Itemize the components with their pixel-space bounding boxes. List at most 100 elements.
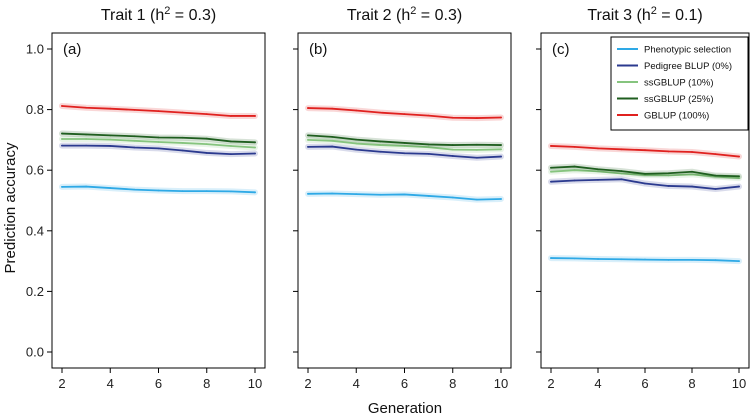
- y-axis-label: Prediction accuracy: [2, 142, 19, 273]
- series-point-3: [451, 148, 454, 151]
- legend-label: Phenotypic selection: [644, 45, 731, 56]
- series-point-3: [355, 142, 358, 145]
- panel-title-main: Trait 1 (h: [101, 7, 164, 24]
- series-point-2: [181, 149, 184, 152]
- panel-title: Trait 2 (h2 = 0.3): [347, 5, 462, 24]
- series-point-4: [331, 135, 334, 138]
- series-point-1: [597, 258, 599, 260]
- series-point-3: [379, 144, 382, 146]
- series-point-3: [157, 141, 160, 143]
- panel-title-tail: = 0.3): [416, 7, 462, 24]
- series-point-3: [597, 170, 599, 173]
- series-point-5: [667, 150, 670, 153]
- series-point-4: [550, 166, 552, 169]
- series-point-1: [738, 260, 740, 262]
- series-point-2: [451, 155, 454, 157]
- series-point-1: [550, 257, 552, 259]
- x-tick-label: 2: [547, 376, 554, 391]
- series-point-1: [475, 198, 478, 201]
- series-point-3: [254, 146, 256, 149]
- series-point-3: [85, 138, 88, 140]
- series-point-1: [427, 195, 430, 197]
- series-point-2: [475, 156, 478, 159]
- panel-2: Trait 2 (h2 = 0.3)(b)2 4 6 8 10: [293, 5, 512, 391]
- panel-tag: (b): [309, 41, 327, 58]
- panel-title-sup: 2: [164, 5, 170, 17]
- series-point-2: [109, 145, 112, 147]
- series-point-2: [331, 145, 334, 148]
- series-point-4: [597, 168, 599, 171]
- legend-label: Pedigree BLUP (0%): [644, 61, 732, 72]
- series-point-4: [61, 132, 63, 135]
- series-point-2: [427, 152, 430, 155]
- series-point-5: [451, 116, 454, 119]
- series-point-4: [85, 133, 88, 136]
- series-point-3: [573, 169, 576, 172]
- x-tick-label: 8: [449, 376, 456, 391]
- series-point-5: [133, 109, 136, 111]
- series-point-3: [550, 170, 552, 173]
- panel-1: Trait 1 (h2 = 0.3)(a)2 4 6 8 100.00.20.40.60…: [26, 5, 266, 391]
- series-point-5: [205, 113, 208, 116]
- x-tick-label: 4: [594, 376, 601, 391]
- series-point-2: [133, 146, 136, 149]
- series-point-1: [254, 191, 256, 194]
- series-point-5: [109, 107, 112, 110]
- series-point-2: [205, 152, 208, 154]
- series-point-5: [427, 114, 430, 117]
- series-point-4: [181, 136, 184, 139]
- series-point-3: [331, 139, 334, 142]
- series-point-5: [550, 145, 552, 147]
- x-tick-label: 2: [58, 376, 65, 391]
- series-point-2: [254, 152, 256, 155]
- panel-title: Trait 3 (h2 = 0.1): [587, 5, 702, 24]
- series-point-5: [307, 107, 309, 109]
- series-point-1: [500, 198, 502, 200]
- y-tick-label: 0.2: [26, 284, 44, 299]
- series-point-2: [379, 150, 382, 153]
- series-point-4: [403, 142, 406, 144]
- x-tick-label: 6: [155, 376, 162, 391]
- series-point-2: [644, 182, 646, 185]
- series-point-4: [620, 170, 623, 173]
- series-point-4: [667, 172, 670, 175]
- series-point-1: [331, 192, 334, 195]
- series-point-3: [61, 138, 63, 140]
- series-point-4: [379, 140, 382, 143]
- series-point-1: [61, 185, 63, 188]
- series-point-2: [597, 178, 599, 181]
- series-point-1: [620, 258, 623, 261]
- series-point-3: [205, 143, 208, 146]
- series-point-4: [691, 170, 693, 173]
- series-point-5: [597, 147, 599, 150]
- x-tick-label: 10: [494, 376, 508, 391]
- series-point-5: [714, 153, 717, 156]
- series-point-5: [500, 116, 502, 119]
- series-point-1: [379, 193, 382, 196]
- series-point-1: [109, 187, 112, 189]
- series-point-1: [644, 258, 646, 261]
- panel-title-main: Trait 2 (h: [347, 7, 410, 24]
- series-point-3: [403, 145, 406, 147]
- series-point-1: [451, 196, 454, 199]
- series-point-5: [355, 109, 358, 112]
- panel-title-tail: = 0.3): [170, 7, 216, 24]
- series-point-5: [573, 145, 576, 148]
- series-point-4: [229, 140, 232, 143]
- series-point-5: [403, 113, 406, 116]
- series-point-3: [691, 173, 693, 176]
- series-point-1: [133, 188, 136, 191]
- series-point-1: [85, 185, 88, 188]
- series-point-4: [475, 143, 478, 146]
- series-point-3: [229, 145, 232, 147]
- series-point-2: [714, 188, 717, 190]
- series-point-4: [109, 134, 112, 137]
- series-point-4: [573, 165, 576, 168]
- panel-tag: (a): [63, 41, 81, 58]
- series-point-2: [229, 153, 232, 156]
- series-point-2: [691, 185, 693, 188]
- series-point-5: [229, 115, 232, 117]
- y-tick-label: 0.6: [26, 163, 44, 178]
- series-point-5: [738, 155, 740, 158]
